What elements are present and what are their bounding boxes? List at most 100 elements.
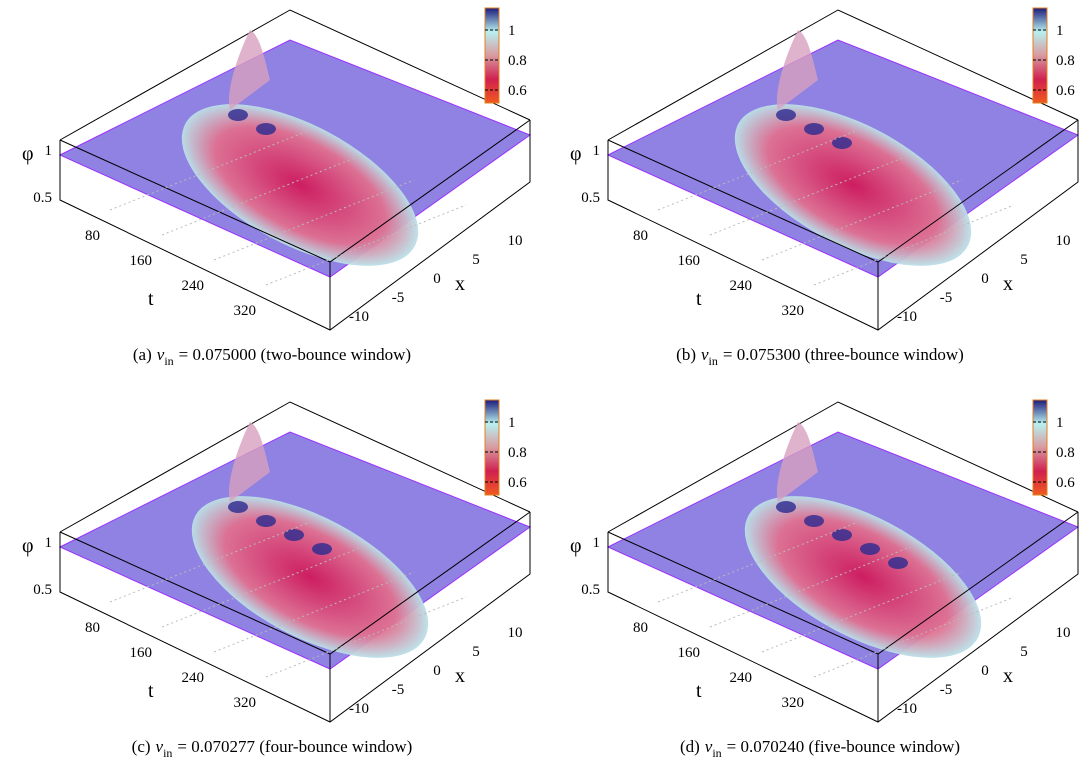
t-tick-label: 320: [234, 303, 257, 319]
colorbar-tick-label: 0.8: [1056, 53, 1075, 69]
box-edge: [59, 9, 531, 141]
caption-var: v: [701, 345, 709, 364]
caption-text: = 0.070277 (four-bounce window): [177, 737, 412, 756]
surface-bump: [860, 543, 880, 555]
x-tick-label: -5: [940, 290, 953, 306]
grid-line: [161, 546, 363, 628]
surface-bump: [228, 109, 248, 121]
caption: (d) vin = 0.070240 (five-bounce window): [680, 737, 960, 760]
surface-trough: [181, 104, 419, 266]
surface-bump: [776, 109, 796, 121]
x-tick-label: -5: [940, 682, 953, 698]
t-axis-label: t: [696, 680, 702, 702]
grid-line: [761, 179, 963, 261]
t-tick-label: 240: [730, 670, 753, 686]
caption-var: v: [156, 737, 164, 756]
x-tick-label: 5: [1020, 252, 1028, 268]
surface-bump: [804, 515, 824, 527]
t-axis-label: t: [148, 288, 154, 310]
caption-sub: in: [712, 746, 721, 760]
box-edge: [59, 401, 531, 533]
t-tick-label: 80: [633, 620, 648, 636]
z-tick-label: 0.5: [581, 582, 600, 598]
caption-label: (b): [676, 345, 696, 364]
t-tick-label: 160: [130, 253, 153, 269]
surface-bump: [256, 123, 276, 135]
surface-trough: [744, 496, 982, 658]
surface-bump: [284, 529, 304, 541]
t-tick-label: 160: [678, 253, 701, 269]
surface-wall: [777, 422, 818, 502]
colorbar-tick-label: 0.8: [508, 53, 527, 69]
grid-line: [109, 129, 311, 211]
x-tick-label: 5: [1020, 644, 1028, 660]
caption-text: = 0.075000 (two-bounce window): [179, 345, 411, 364]
surface-bump: [256, 515, 276, 527]
caption: (a) vin = 0.075000 (two-bounce window): [133, 345, 411, 368]
caption-sub: in: [709, 354, 718, 368]
caption-text: = 0.075300 (three-bounce window): [723, 345, 964, 364]
grid-line: [709, 154, 911, 236]
surface-bump: [776, 501, 796, 513]
grid-line: [265, 596, 467, 678]
grid-line: [213, 571, 415, 653]
colorbar-tick-label: 1: [508, 415, 516, 431]
caption-label: (d): [680, 737, 700, 756]
colorbar-tick-label: 0.8: [508, 445, 527, 461]
box-edge: [607, 9, 1079, 141]
surface-wall: [229, 30, 270, 110]
x-tick-label: 10: [1056, 233, 1071, 249]
t-tick-label: 80: [633, 228, 648, 244]
t-tick-label: 320: [782, 695, 805, 711]
z-axis-label: φ: [570, 143, 582, 165]
z-tick-label: 0.5: [33, 582, 52, 598]
grid-line: [161, 154, 363, 236]
t-tick-label: 240: [182, 278, 205, 294]
x-tick-label: -10: [349, 309, 369, 325]
surface-bump: [832, 137, 852, 149]
x-tick-label: 10: [508, 625, 523, 641]
z-tick-label: 1: [593, 143, 601, 159]
z-tick-label: 0.5: [33, 190, 52, 206]
x-axis-label: x: [1003, 273, 1013, 295]
surface-trough: [191, 496, 429, 658]
colorbar-tick-label: 1: [1056, 23, 1064, 39]
t-tick-label: 80: [85, 228, 100, 244]
caption-text: = 0.070240 (five-bounce window): [727, 737, 960, 756]
caption-label: (a): [133, 345, 152, 364]
colorbar: [1032, 7, 1048, 104]
z-axis-label: φ: [22, 535, 34, 557]
colorbar-tick-label: 1: [508, 23, 516, 39]
surface-bump: [228, 501, 248, 513]
surface-bump: [832, 529, 852, 541]
caption-var: v: [705, 737, 713, 756]
caption: (c) vin = 0.070277 (four-bounce window): [132, 737, 413, 760]
surface-bump: [888, 557, 908, 569]
x-tick-label: -5: [392, 290, 405, 306]
x-axis-label: x: [455, 273, 465, 295]
z-axis-label: φ: [570, 535, 582, 557]
t-tick-label: 80: [85, 620, 100, 636]
x-axis-label: x: [455, 665, 465, 687]
t-tick-label: 320: [782, 303, 805, 319]
surface-bump: [312, 543, 332, 555]
colorbar: [484, 7, 500, 104]
x-tick-label: 5: [472, 252, 480, 268]
grid-line: [657, 129, 859, 211]
caption-sub: in: [164, 354, 173, 368]
grid-line: [657, 521, 859, 603]
t-tick-label: 240: [730, 278, 753, 294]
grid-line: [265, 204, 467, 286]
surface-wall: [777, 30, 818, 110]
x-tick-label: -10: [897, 309, 917, 325]
surface-bump: [804, 123, 824, 135]
grid-line: [109, 521, 311, 603]
colorbar-tick-label: 1: [1056, 415, 1064, 431]
x-tick-label: -5: [392, 682, 405, 698]
box-edge: [607, 401, 1079, 533]
t-tick-label: 240: [182, 670, 205, 686]
grid-line: [813, 204, 1015, 286]
